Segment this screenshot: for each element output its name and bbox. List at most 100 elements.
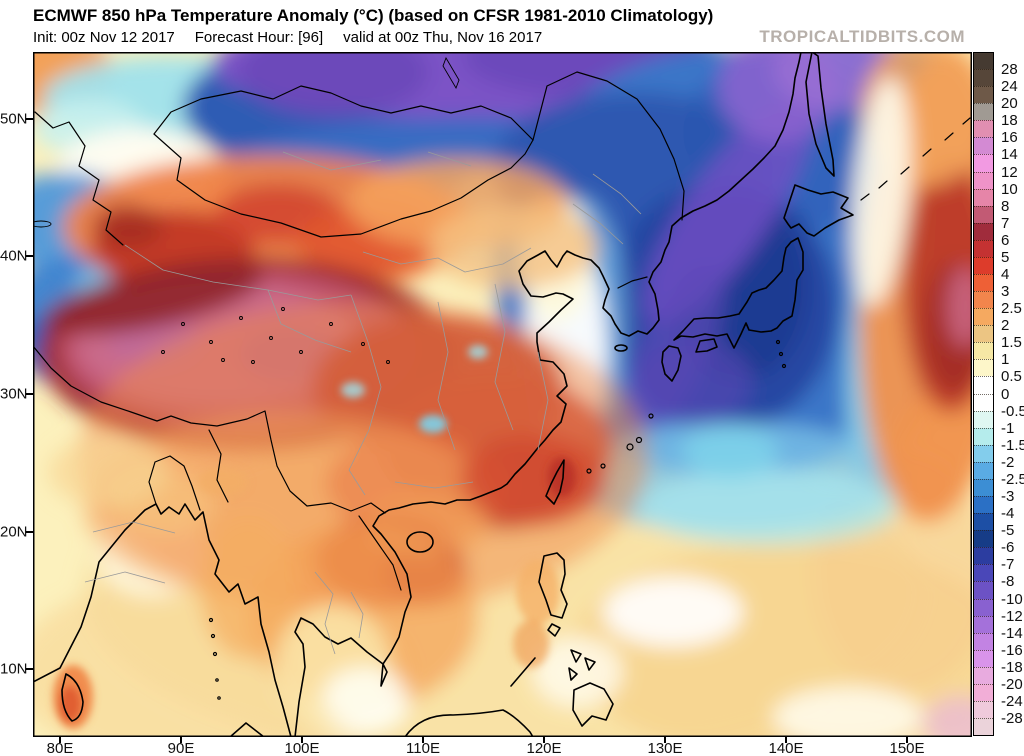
colorbar-label: 10 xyxy=(1001,180,1018,198)
colorbar-cell: -24 xyxy=(974,683,1023,709)
colorbar-cell xyxy=(974,718,993,736)
colorbar-cell: -1.5 xyxy=(974,427,1024,453)
colorbar-label: -12 xyxy=(1001,607,1023,625)
colorbar-cell: 1 xyxy=(974,342,1009,368)
colorbar-label: -16 xyxy=(1001,641,1023,659)
colorbar-cell: -28 xyxy=(974,700,1023,727)
y-tick-30n: 30N xyxy=(0,385,28,403)
colorbar-label: -3 xyxy=(1001,488,1015,506)
colorbar-label: 2 xyxy=(1001,317,1010,335)
colorbar-label: -18 xyxy=(1001,658,1023,676)
coastlines xyxy=(33,52,971,737)
colorbar-label: 0 xyxy=(1001,385,1010,403)
colorbar-label: -1.5 xyxy=(1001,436,1024,454)
colorbar-cell: -2.5 xyxy=(974,461,1024,487)
x-tick-150e: 150E xyxy=(889,740,925,756)
colorbar-cell: 0 xyxy=(974,376,1009,402)
colorbar-cell: -10 xyxy=(974,581,1023,607)
colorbar-label: 24 xyxy=(1001,78,1018,96)
colorbar-cell: -8 xyxy=(974,564,1014,590)
x-tick-140e: 140E xyxy=(768,740,804,756)
anomaly-field-small xyxy=(53,345,576,729)
colorbar-cell: -6 xyxy=(974,530,1014,556)
colorbar-label: -24 xyxy=(1001,692,1023,710)
colorbar-label: 12 xyxy=(1001,163,1018,181)
colorbar-cell: 24 xyxy=(974,69,1018,95)
colorbar-label: -6 xyxy=(1001,539,1015,557)
colorbar-label: -10 xyxy=(1001,590,1023,608)
colorbar-cell: 7 xyxy=(974,205,1009,231)
map-frame xyxy=(33,52,972,737)
colorbar-label: 20 xyxy=(1001,95,1018,113)
colorbar-cell: 28 xyxy=(974,53,1018,78)
y-tick-50n: 50N xyxy=(0,110,28,128)
init-time: Init: 00z Nov 12 2017 xyxy=(33,29,175,46)
colorbar-label: 1 xyxy=(1001,351,1010,369)
map-area xyxy=(33,52,972,737)
colorbar-label: -2 xyxy=(1001,453,1015,471)
colorbar-cell: 6 xyxy=(974,222,1009,248)
colorbar-label: 6 xyxy=(1001,231,1010,249)
colorbar-cell: 8 xyxy=(974,188,1009,214)
colorbar-cell: 16 xyxy=(974,120,1018,146)
colorbar-label: 2.5 xyxy=(1001,300,1022,318)
x-tick-110e: 110E xyxy=(406,740,440,756)
site-watermark: TROPICALTIDBITS.COM xyxy=(759,27,965,46)
colorbar-label: -28 xyxy=(1001,710,1023,728)
colorbar-cell: -2 xyxy=(974,444,1014,470)
colorbar-cell: 20 xyxy=(974,86,1018,112)
colorbar-label: 14 xyxy=(1001,146,1018,164)
page-title: ECMWF 850 hPa Temperature Anomaly (°C) (… xyxy=(33,6,714,25)
colorbar-cell: -12 xyxy=(974,598,1023,624)
x-tick-90e: 90E xyxy=(167,740,195,756)
colorbar-label: -7 xyxy=(1001,556,1015,574)
colorbar-label: 4 xyxy=(1001,266,1010,284)
colorbar-cell: -16 xyxy=(974,632,1023,658)
colorbar-label: 0.5 xyxy=(1001,368,1022,386)
colorbar-label: -20 xyxy=(1001,675,1023,693)
colorbar-label: 28 xyxy=(1001,61,1018,79)
colorbar-cell: -4 xyxy=(974,496,1014,522)
y-tick-10n: 10N xyxy=(0,660,28,678)
lakes xyxy=(33,56,460,364)
colorbar-label: 7 xyxy=(1001,214,1010,232)
colorbar-cell: 14 xyxy=(974,137,1018,163)
colorbar-cell: 1.5 xyxy=(974,325,1022,351)
x-tick-80e: 80E xyxy=(46,740,74,756)
colorbar-label: 3 xyxy=(1001,283,1010,301)
colorbar-cell: -14 xyxy=(974,615,1023,641)
country-borders xyxy=(33,71,685,591)
y-tick-40n: 40N xyxy=(0,247,28,265)
colorbar-cell: 5 xyxy=(974,239,1009,265)
colorbar-cell: -5 xyxy=(974,513,1014,539)
colorbar-cell: -20 xyxy=(974,666,1023,692)
x-tick-130e: 130E xyxy=(647,740,683,756)
colorbar-cell: -0.5 xyxy=(974,393,1024,419)
anomaly-field-large xyxy=(33,52,972,737)
colorbar-label: -1 xyxy=(1001,419,1015,437)
valid-time: valid at 00z Thu, Nov 16 2017 xyxy=(343,29,543,46)
colorbar-cell: -1 xyxy=(974,410,1014,436)
x-tick-100e: 100E xyxy=(284,740,320,756)
colorbar-cell: 12 xyxy=(974,154,1018,180)
colorbar-label: -4 xyxy=(1001,505,1015,523)
colorbar-label: 16 xyxy=(1001,129,1018,147)
colorbar-label: -8 xyxy=(1001,573,1015,591)
colorbar-cell: -7 xyxy=(974,547,1014,573)
colorbar-cell: 4 xyxy=(974,256,1009,283)
y-tick-20n: 20N xyxy=(0,523,28,541)
colorbar-cell: 2 xyxy=(974,308,1009,334)
colorbar-cell: 2.5 xyxy=(974,291,1022,317)
x-tick-120e: 120E xyxy=(526,740,562,756)
province-borders xyxy=(84,151,642,655)
colorbar: 28 24 20 18 16 14 12 xyxy=(973,52,1024,736)
colorbar-label: 18 xyxy=(1001,112,1018,130)
colorbar-label: 8 xyxy=(1001,197,1010,215)
anomaly-map-canvas xyxy=(33,52,972,737)
colorbar-label: -0.5 xyxy=(1001,402,1024,420)
colorbar-label: -2.5 xyxy=(1001,470,1024,488)
colorbar-cell: 0.5 xyxy=(974,359,1022,385)
colorbar-cell: 18 xyxy=(974,103,1018,129)
colorbar-label: 5 xyxy=(1001,248,1010,266)
